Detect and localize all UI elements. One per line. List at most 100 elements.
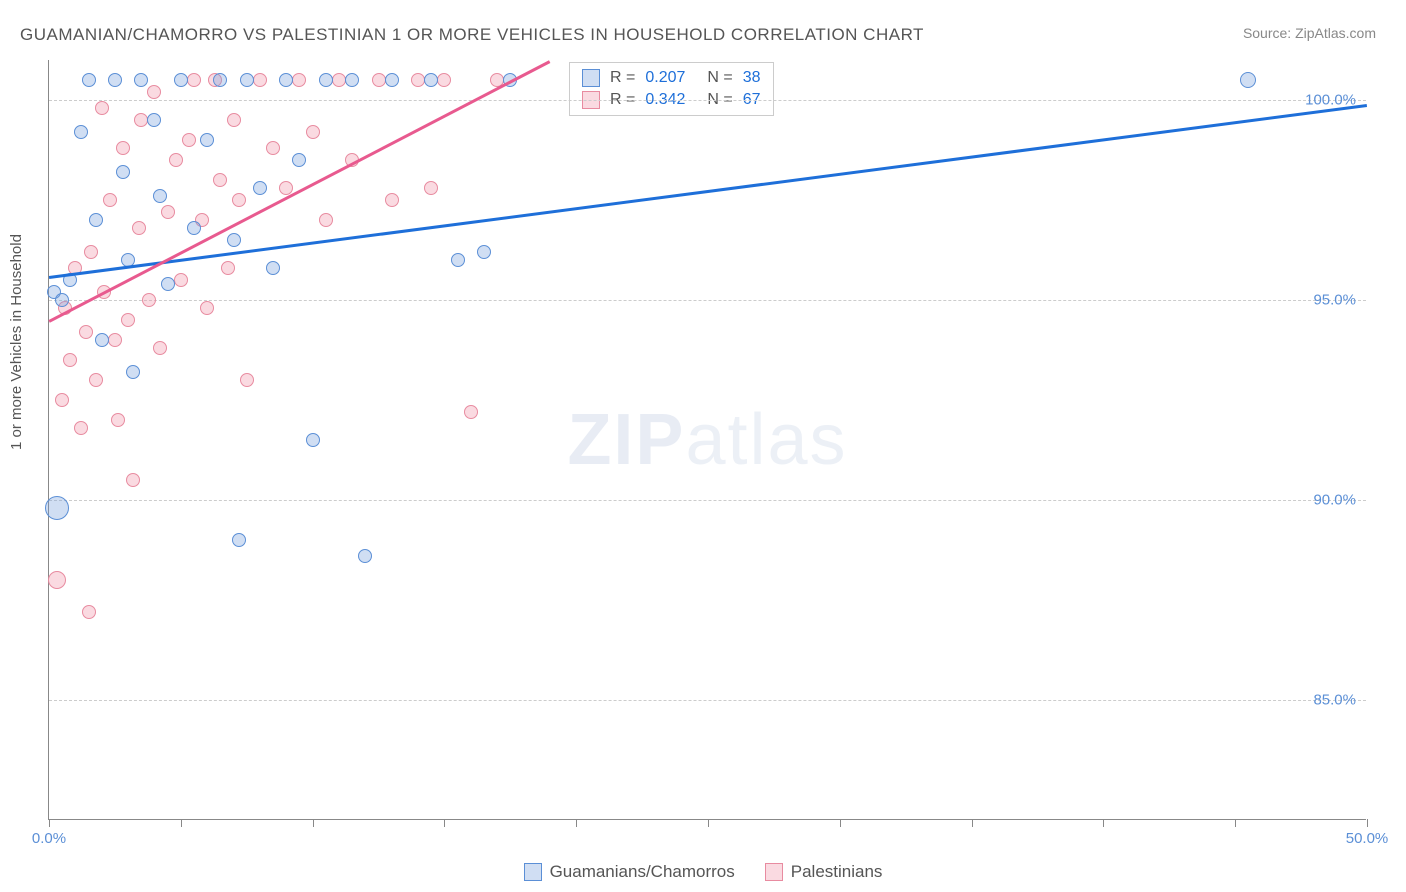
trend-line (49, 104, 1367, 278)
data-point-pink (79, 325, 93, 339)
data-point-blue (477, 245, 491, 259)
watermark: ZIPatlas (567, 399, 847, 481)
data-point-pink (82, 605, 96, 619)
data-point-pink (306, 125, 320, 139)
x-tick (972, 819, 973, 827)
y-axis-label: 1 or more Vehicles in Household (8, 234, 25, 450)
data-point-pink (213, 173, 227, 187)
x-tick (49, 819, 50, 827)
data-point-pink (464, 405, 478, 419)
data-point-pink (332, 73, 346, 87)
data-point-blue (95, 333, 109, 347)
data-point-pink (221, 261, 235, 275)
data-point-blue (253, 181, 267, 195)
y-tick-label: 90.0% (1313, 492, 1356, 509)
data-point-pink (153, 341, 167, 355)
data-point-blue (213, 73, 227, 87)
data-point-blue (240, 73, 254, 87)
x-tick (1103, 819, 1104, 827)
data-point-pink (134, 113, 148, 127)
x-tick (1235, 819, 1236, 827)
legend-item: Palestinians (765, 862, 883, 882)
plot-area: ZIPatlas R = 0.207N = 38R = 0.342N = 67 … (48, 60, 1366, 820)
x-tick (708, 819, 709, 827)
data-point-pink (89, 373, 103, 387)
data-point-pink (227, 113, 241, 127)
legend-swatch (765, 863, 783, 881)
data-point-pink (169, 153, 183, 167)
data-point-blue (451, 253, 465, 267)
data-point-pink (424, 181, 438, 195)
gridline (49, 500, 1366, 501)
data-point-pink (142, 293, 156, 307)
data-point-pink (116, 141, 130, 155)
data-point-pink (111, 413, 125, 427)
stat-r-value: 0.207 (645, 69, 685, 87)
legend-swatch (582, 69, 600, 87)
data-point-pink (187, 73, 201, 87)
chart-title: GUAMANIAN/CHAMORRO VS PALESTINIAN 1 OR M… (20, 25, 924, 45)
data-point-blue (134, 73, 148, 87)
data-point-pink (266, 141, 280, 155)
data-point-blue (153, 189, 167, 203)
stat-r-label: R = (610, 69, 635, 87)
data-point-pink (132, 221, 146, 235)
data-point-blue (319, 73, 333, 87)
data-point-blue (1240, 72, 1256, 88)
gridline (49, 700, 1366, 701)
data-point-pink (74, 421, 88, 435)
data-point-pink (253, 73, 267, 87)
data-point-pink (240, 373, 254, 387)
x-tick (576, 819, 577, 827)
data-point-blue (279, 73, 293, 87)
legend-label: Guamanians/Chamorros (550, 862, 735, 882)
data-point-pink (319, 213, 333, 227)
x-tick (181, 819, 182, 827)
stat-n-label: N = (707, 69, 732, 87)
data-point-pink (103, 193, 117, 207)
y-tick-label: 85.0% (1313, 692, 1356, 709)
stats-box: R = 0.207N = 38R = 0.342N = 67 (569, 62, 774, 116)
data-point-pink (126, 473, 140, 487)
x-tick (313, 819, 314, 827)
data-point-pink (161, 205, 175, 219)
data-point-blue (232, 533, 246, 547)
data-point-pink (48, 571, 66, 589)
data-point-pink (147, 85, 161, 99)
data-point-pink (200, 301, 214, 315)
data-point-pink (411, 73, 425, 87)
data-point-blue (345, 73, 359, 87)
data-point-pink (63, 353, 77, 367)
data-point-blue (55, 293, 69, 307)
x-tick-label: 0.0% (32, 830, 66, 847)
y-tick-label: 95.0% (1313, 292, 1356, 309)
x-tick (444, 819, 445, 827)
data-point-pink (372, 73, 386, 87)
data-point-blue (200, 133, 214, 147)
data-point-blue (358, 549, 372, 563)
source-label: Source: ZipAtlas.com (1243, 25, 1376, 41)
data-point-pink (108, 333, 122, 347)
data-point-blue (45, 496, 69, 520)
data-point-blue (187, 221, 201, 235)
data-point-blue (89, 213, 103, 227)
data-point-pink (182, 133, 196, 147)
data-point-pink (437, 73, 451, 87)
data-point-blue (126, 365, 140, 379)
x-tick (840, 819, 841, 827)
data-point-blue (147, 113, 161, 127)
data-point-pink (121, 313, 135, 327)
data-point-pink (95, 101, 109, 115)
data-point-pink (292, 73, 306, 87)
data-point-blue (227, 233, 241, 247)
gridline (49, 100, 1366, 101)
data-point-pink (55, 393, 69, 407)
data-point-pink (232, 193, 246, 207)
legend: Guamanians/Chamorros Palestinians (0, 862, 1406, 882)
legend-label: Palestinians (791, 862, 883, 882)
data-point-pink (385, 193, 399, 207)
legend-swatch (524, 863, 542, 881)
data-point-pink (84, 245, 98, 259)
stat-n-value: 38 (743, 69, 761, 87)
data-point-blue (292, 153, 306, 167)
